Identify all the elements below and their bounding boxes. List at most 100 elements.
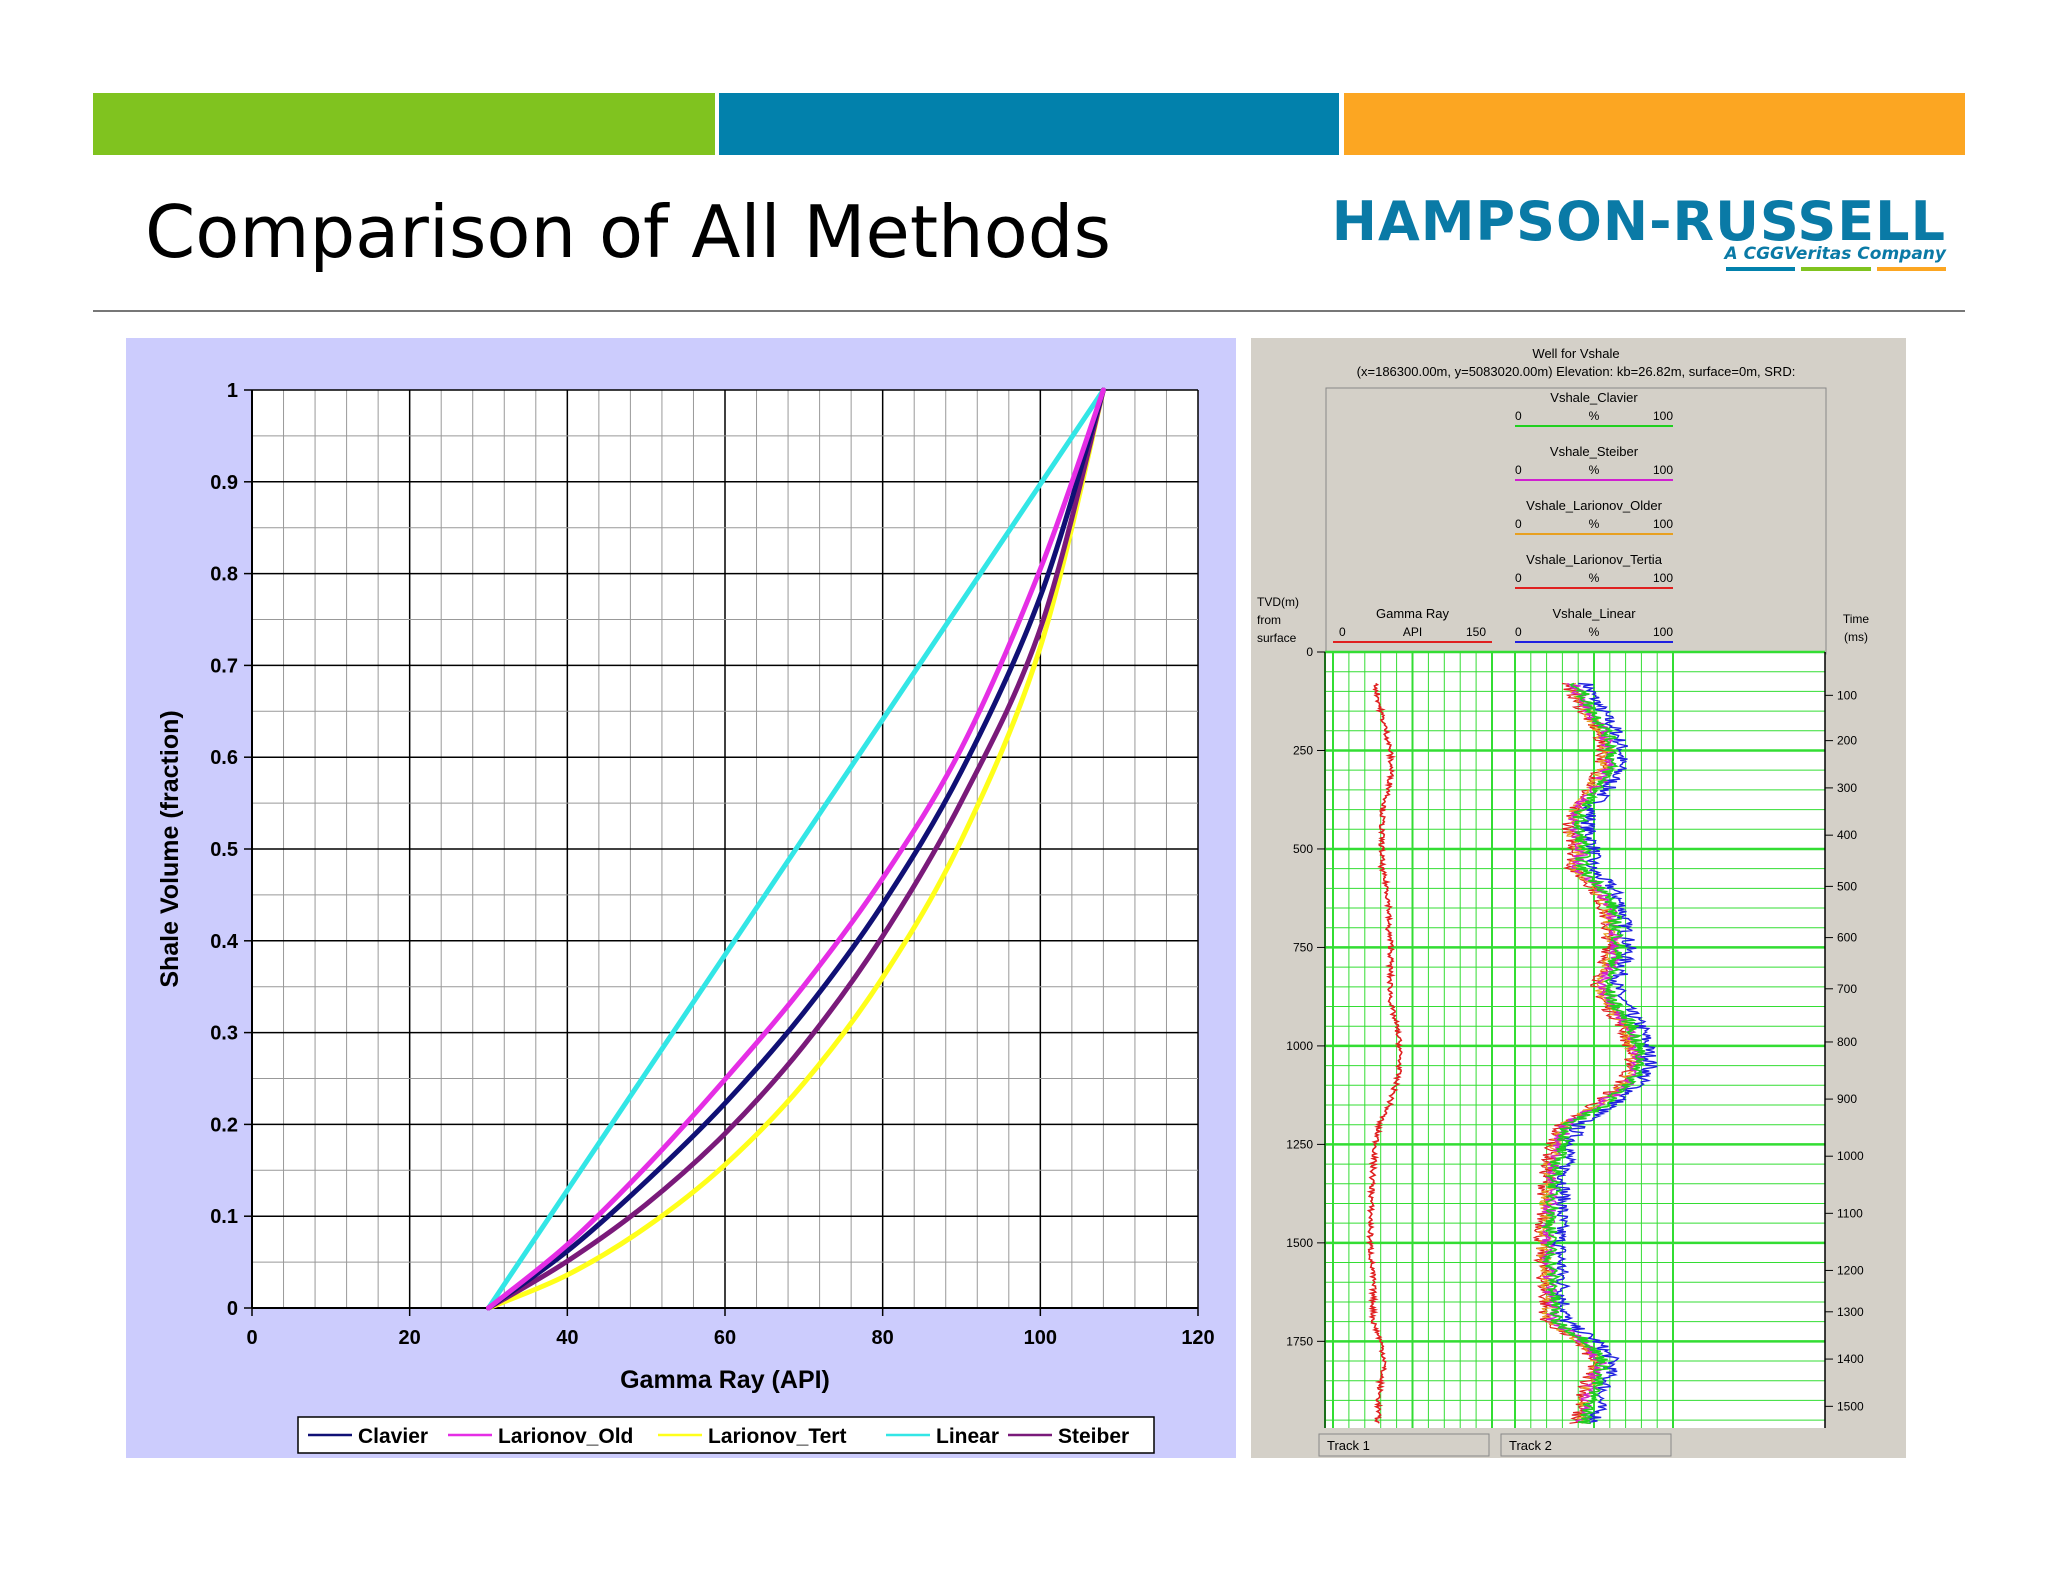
curve-header-unit: % — [1589, 571, 1600, 585]
x-tick-label: 80 — [872, 1327, 894, 1349]
depth-axis-label: TVD(m) — [1257, 595, 1299, 609]
depth-tick-label: 0 — [1306, 645, 1313, 659]
y-tick-label: 0.2 — [210, 1114, 238, 1136]
depth-tick-label: 1250 — [1286, 1137, 1313, 1151]
x-tick-label: 100 — [1024, 1327, 1057, 1349]
curve-header-max: 100 — [1653, 625, 1673, 639]
company-logo: HAMPSON-RUSSELL A CGGVeritas Company — [1332, 190, 1950, 280]
time-tick-label: 1300 — [1837, 1305, 1864, 1319]
legend-label: Linear — [936, 1425, 999, 1448]
series-line-clavier — [486, 387, 1106, 1311]
time-tick-label: 1100 — [1837, 1206, 1863, 1220]
time-tick-label: 600 — [1837, 931, 1857, 945]
log-grid — [1324, 650, 1825, 1428]
y-tick-label: 0.9 — [210, 472, 238, 494]
depth-tick-label: 1500 — [1286, 1236, 1313, 1250]
curve-header-name: Vshale_Linear — [1552, 606, 1636, 621]
time-tick-label: 900 — [1837, 1092, 1857, 1106]
y-tick-label: 0.4 — [210, 931, 239, 953]
gamma-header-min: 0 — [1339, 625, 1346, 639]
vshale-clavier-curve — [1541, 682, 1646, 1425]
curve-header-max: 100 — [1653, 463, 1673, 477]
gamma-header-max: 150 — [1466, 625, 1486, 639]
curve-header-min: 0 — [1515, 517, 1522, 531]
gamma-ray-curve — [1366, 682, 1404, 1424]
y-tick-label: 1 — [227, 380, 238, 402]
gamma-header-unit: API — [1403, 625, 1422, 639]
header-bar-orange — [1344, 93, 1965, 155]
title-divider — [93, 310, 1965, 312]
well-subtitle: (x=186300.00m, y=5083020.00m) Elevation:… — [1357, 364, 1796, 379]
x-axis-title: Gamma Ray (API) — [620, 1366, 830, 1394]
track-1-label: Track 1 — [1327, 1438, 1370, 1453]
x-tick-label: 40 — [556, 1327, 578, 1349]
depth-tick-label: 750 — [1293, 940, 1313, 954]
curve-header-name: Vshale_Larionov_Older — [1526, 498, 1663, 513]
time-tick-label: 700 — [1837, 982, 1857, 996]
log-plot-area — [1325, 652, 1825, 1428]
well-log-panel: Well for Vshale (x=186300.00m, y=5083020.… — [1251, 338, 1906, 1458]
gamma-header-name: Gamma Ray — [1376, 606, 1449, 621]
header-bar-blue — [719, 93, 1339, 155]
y-tick-label: 0.6 — [210, 747, 238, 769]
track-2-label-box — [1500, 1433, 1672, 1457]
curve-header-unit: % — [1589, 409, 1600, 423]
y-axis-title: Shale Volume (fraction) — [156, 710, 184, 987]
logo-sub-text: A CGGVeritas Company — [1724, 244, 1946, 264]
curve-header-min: 0 — [1515, 625, 1522, 639]
y-tick-label: 0.5 — [210, 839, 238, 861]
legend-label: Clavier — [358, 1425, 428, 1448]
curve-header-name: Vshale_Steiber — [1550, 444, 1639, 459]
y-tick-label: 0.1 — [210, 1206, 238, 1228]
x-tick-label: 20 — [399, 1327, 421, 1349]
vshale-chart-svg: 0 20 40 60 80 100 120 0 0.1 0.2 0.3 0.4 0.5 0.6 0.7 0.8… — [156, 380, 1215, 1454]
depth-tick-label: 250 — [1293, 743, 1313, 757]
time-tick-label: 300 — [1837, 781, 1857, 795]
curve-header-unit: % — [1589, 517, 1600, 531]
time-axis-label: (ms) — [1844, 630, 1868, 644]
time-tick-label: 1500 — [1837, 1399, 1864, 1413]
logo-line-blue — [1726, 267, 1796, 271]
curve-header-unit: % — [1589, 625, 1600, 639]
curve-header-name: Vshale_Larionov_Tertia — [1526, 552, 1663, 567]
logo-main-text: HAMPSON-RUSSELL — [1331, 190, 1946, 253]
time-tick-label: 1400 — [1837, 1352, 1864, 1366]
series-line-linear — [486, 387, 1106, 1311]
slide-title: Comparison of All Methods — [145, 190, 1111, 274]
well-title: Well for Vshale — [1532, 346, 1619, 361]
curve-header-min: 0 — [1515, 463, 1522, 477]
track-2-label: Track 2 — [1509, 1438, 1552, 1453]
series-line-larionov-tert — [486, 387, 1106, 1311]
logo-line-green — [1801, 267, 1871, 271]
curve-header-unit: % — [1589, 463, 1600, 477]
legend-label: Larionov_Old — [498, 1425, 633, 1448]
x-tick-label: 120 — [1181, 1327, 1214, 1349]
time-tick-label: 1000 — [1837, 1149, 1864, 1163]
legend-label: Steiber — [1058, 1425, 1129, 1448]
curve-header-name: Vshale_Clavier — [1550, 390, 1638, 405]
well-log-svg: Well for Vshale (x=186300.00m, y=5083020.… — [1257, 346, 1869, 1457]
logo-line-orange — [1876, 267, 1946, 271]
curve-header-min: 0 — [1515, 409, 1522, 423]
depth-axis-label: surface — [1257, 631, 1297, 645]
logo-underlines — [1726, 267, 1946, 271]
curve-header-max: 100 — [1653, 409, 1673, 423]
time-tick-label: 200 — [1837, 734, 1857, 748]
x-tick-label: 0 — [246, 1327, 257, 1349]
series-line-larionov-old — [486, 387, 1106, 1311]
time-tick-label: 100 — [1837, 688, 1857, 702]
y-tick-label: 0 — [227, 1298, 238, 1320]
vshale-comparison-chart: 0 20 40 60 80 100 120 0 0.1 0.2 0.3 0.4 0.5 0.6 0.7 0.8… — [126, 338, 1236, 1458]
y-tick-label: 0.8 — [210, 564, 238, 586]
depth-axis-label: from — [1257, 613, 1281, 627]
depth-tick-label: 1000 — [1286, 1039, 1313, 1053]
depth-tick-label: 500 — [1293, 842, 1313, 856]
y-tick-label: 0.7 — [210, 655, 238, 677]
time-tick-label: 400 — [1837, 828, 1857, 842]
legend-label: Larionov_Tert — [708, 1425, 846, 1448]
series-line-steiber — [486, 387, 1106, 1311]
chart-legend: Clavier Larionov_Old Larionov_Tert Linear St… — [297, 1416, 1155, 1454]
curve-header-max: 100 — [1653, 517, 1673, 531]
curve-header-max: 100 — [1653, 571, 1673, 585]
time-tick-label: 1200 — [1837, 1263, 1864, 1277]
